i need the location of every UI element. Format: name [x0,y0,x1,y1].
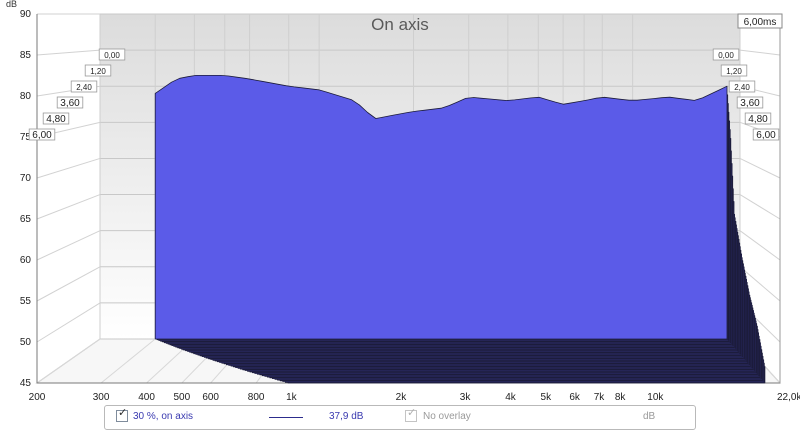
time-label-box [744,112,772,125]
overlay-unit: dB [643,411,656,422]
x-tick-label: 10k [647,392,664,403]
y-gridline-side [36,230,101,261]
x-tick-label: 300 [93,392,110,403]
time-label-box [728,80,756,93]
spectral-slices [154,75,766,384]
time-label: 1,20 [90,67,106,76]
time-badge: 6,00ms [737,13,783,29]
y-tick-label: 50 [20,337,32,348]
x-gridline-floor [100,338,156,384]
y-gridline-side [36,302,101,343]
time-label: 4,80 [748,114,768,125]
y-tick-label: 70 [20,173,32,184]
time-label: 0,00 [718,51,734,60]
x-tick-label: 800 [248,392,265,403]
x-tick-label: 400 [138,392,155,403]
y-gridline-side [739,266,781,302]
x-gridline-floor [36,338,101,384]
y-gridline-side [739,157,781,179]
time-badge-label: 6,00ms [744,17,777,28]
y-tick-label: 90 [20,9,32,20]
x-tick-label: 600 [202,392,219,403]
series-line-swatch [269,417,303,418]
overlay-label: No overlay [423,411,471,422]
x-tick-label: 200 [29,392,46,403]
x-tick-label: 5k [541,392,553,403]
y-gridline-side [36,49,101,56]
checkmark-icon: ✓ [407,407,417,419]
x-tick-label: 3k [460,392,472,403]
time-label: 1,20 [726,67,742,76]
y-tick-label: 55 [20,296,32,307]
x-tick-label: 22,0k Hz [777,392,800,403]
time-label-box [28,128,56,141]
series-checkbox[interactable]: ✓ [116,407,128,422]
waterfall-chart: 45 50 55 60 65 70 75 80 85 90 200 300 400 500 600 800 1k… [6,0,800,403]
time-label: 2,40 [734,83,750,92]
time-label: 0,00 [104,51,120,60]
x-tick-label: 8k [615,392,627,403]
time-label: 3,60 [60,98,80,109]
y-tick-label: 85 [20,50,32,61]
time-label: 6,00 [756,130,776,141]
y-tick-label: 45 [20,378,32,389]
overlay-checkbox[interactable]: ✓ [405,407,417,422]
y-tick-label: 60 [20,255,32,266]
series-label: 30 %, on axis [133,411,194,422]
time-label-box [56,96,84,109]
time-label: 4,80 [46,114,66,125]
y-tick-label: 80 [20,91,32,102]
x-tick-label: 1k [286,392,298,403]
y-gridline-side [739,49,781,56]
y-gridline-side [36,157,101,179]
x-tick-label: 6k [569,392,581,403]
x-tick-label: 2k [396,392,408,403]
time-label: 2,40 [76,83,92,92]
time-label: 6,00 [32,130,52,141]
y-gridline-side [739,230,781,261]
spectral-slice [154,75,728,340]
y-gridline-side [739,194,781,220]
time-label-box [98,48,126,61]
time-label-box [752,128,780,141]
time-label-box [70,80,98,93]
x-tick-label: 4k [505,392,517,403]
time-label-box [736,96,764,109]
y-gridline-side [36,266,101,302]
legend-bar: ✓ 30 %, on axis 37,9 dB ✓ No overlay dB [104,405,696,430]
y-unit-label: dB [6,0,17,9]
y-tick-label: 75 [20,132,32,143]
time-label-box [84,64,112,77]
x-tick-label: 500 [173,392,190,403]
tick-labels: 45 50 55 60 65 70 75 80 85 90 200 300 400 500 600 800 1k… [20,9,800,403]
time-label-box [42,112,70,125]
time-label: 3,60 [740,98,760,109]
series-value: 37,9 dB [329,411,364,422]
time-labels: 0,00 0,00 1,20 1,20 2,40 2,40 3,60 3,60 4,80 4,80… [28,48,780,141]
y-tick-label: 65 [20,214,32,225]
chart-title: On axis [371,15,429,34]
time-label-box [712,48,740,61]
checkmark-icon: ✓ [118,407,128,419]
x-tick-label: 7k [594,392,606,403]
y-gridline-side [36,194,101,220]
time-label-box [720,64,748,77]
